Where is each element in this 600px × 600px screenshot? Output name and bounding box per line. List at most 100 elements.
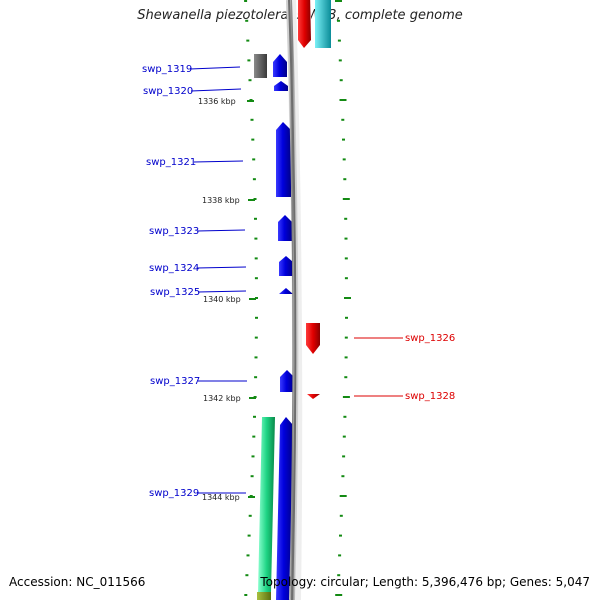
accession-text: Accession: NC_011566 [9, 575, 146, 589]
scale-tick [339, 534, 342, 537]
scale-tick [344, 376, 348, 379]
gene-labels-left: swp_1319 swp_1320 swp_1321 swp_1323 swp_… [142, 64, 247, 499]
red-cds-top [298, 0, 311, 48]
scale-tick [250, 475, 254, 478]
gene-label-swp-1326[interactable]: swp_1326 [405, 333, 455, 344]
scale-tick [342, 198, 350, 200]
cds-swp-1328 [307, 394, 320, 399]
cds-swp-1329 [276, 417, 293, 600]
scale-tick [339, 79, 343, 82]
scale-tick [244, 594, 248, 596]
scale-tick [338, 554, 342, 557]
green-feature [258, 417, 275, 592]
scale-tick [342, 435, 346, 438]
scale-tick [246, 554, 250, 557]
label-leader-line [189, 66, 241, 70]
scale-tick [342, 138, 345, 141]
scale-tick [344, 237, 348, 240]
label-leader-line [196, 266, 247, 269]
scale-tick [337, 19, 340, 22]
scale-tick [342, 455, 346, 458]
scale-tick [344, 297, 351, 299]
scale-tick [338, 59, 342, 62]
scale-tick [251, 138, 255, 141]
cds-swp-1323 [278, 215, 292, 241]
scale-tick [337, 574, 341, 577]
scale-tick [254, 257, 258, 260]
scale-tick [254, 237, 258, 240]
scale-tick [254, 336, 258, 339]
scale-tick [244, 0, 248, 2]
scale-tick [248, 514, 252, 517]
label-leader-line [193, 160, 244, 163]
genome-backbone-line [288, 0, 297, 600]
scale-tick [252, 178, 256, 181]
scale-tick [339, 514, 343, 517]
scale-tick [254, 277, 258, 280]
cds-swp-1321 [276, 122, 291, 197]
scale-tick [252, 158, 256, 161]
cds-swp-1320 [274, 81, 288, 91]
scale-tick [252, 435, 256, 438]
position-label: 1342 kbp [203, 394, 241, 403]
scale-tick [344, 257, 348, 260]
scale-tick [339, 99, 347, 101]
topology-text: Topology: circular; Length: 5,396,476 bp… [260, 575, 590, 589]
scale-tick [342, 158, 346, 161]
scale-tick [255, 297, 258, 299]
scale-tick [251, 455, 255, 458]
scale-tick [255, 316, 258, 319]
gene-labels-right: swp_1326 swp_1328 [354, 333, 455, 402]
scale-tick [343, 415, 347, 418]
olive-feature [257, 592, 271, 600]
label-leader-line [197, 290, 247, 293]
gene-label-swp-1329[interactable]: swp_1329 [149, 488, 199, 499]
scale-tick [341, 118, 345, 121]
scale-tick [246, 39, 250, 42]
scale-tick [254, 356, 258, 359]
label-leader-line [196, 229, 246, 232]
scale-tick [344, 356, 348, 359]
scale-tick [344, 277, 348, 280]
cds-swp-1326 [306, 323, 320, 354]
cyan-feature [315, 0, 331, 48]
scale-tick [344, 217, 348, 220]
position-label: 1336 kbp [198, 97, 236, 106]
scale-tick [248, 79, 252, 82]
scale-tick [250, 118, 254, 121]
scale-tick [245, 574, 249, 577]
cds-swp-1324 [279, 256, 293, 276]
position-label: 1338 kbp [202, 196, 240, 205]
gene-label-swp-1320[interactable]: swp_1320 [143, 86, 193, 97]
scale-tick [345, 316, 348, 319]
gene-label-swp-1325[interactable]: swp_1325 [150, 287, 200, 298]
scale-tick [254, 376, 258, 379]
scale-tick [247, 534, 251, 537]
scale-tick [245, 19, 249, 22]
scale-tick [341, 475, 345, 478]
position-label: 1344 kbp [202, 493, 240, 502]
scale-tick [254, 217, 257, 220]
scale-tick [253, 415, 256, 418]
scale-tick [335, 0, 342, 2]
cds-swp-1319 [273, 54, 287, 77]
scale-tick [343, 178, 347, 181]
gene-label-swp-1323[interactable]: swp_1323 [149, 226, 199, 237]
gene-label-swp-1319[interactable]: swp_1319 [142, 64, 192, 75]
cds-swp-1325 [279, 288, 293, 294]
scale-tick [344, 336, 348, 339]
scale-tick [247, 59, 251, 62]
gene-label-swp-1321[interactable]: swp_1321 [146, 157, 196, 168]
label-leader-line [190, 88, 242, 92]
scale-tick [335, 594, 343, 596]
gray-feature [254, 54, 267, 78]
gene-label-swp-1328[interactable]: swp_1328 [405, 391, 455, 402]
scale-tick [342, 396, 350, 398]
position-labels: 1336 kbp 1338 kbp 1340 kbp 1342 kbp 1344… [198, 97, 256, 502]
gene-label-swp-1324[interactable]: swp_1324 [149, 263, 199, 274]
gene-label-swp-1327[interactable]: swp_1327 [150, 376, 200, 387]
scale-tick [339, 495, 347, 497]
right-tick-ring [335, 0, 351, 596]
cds-swp-1327 [280, 370, 294, 392]
